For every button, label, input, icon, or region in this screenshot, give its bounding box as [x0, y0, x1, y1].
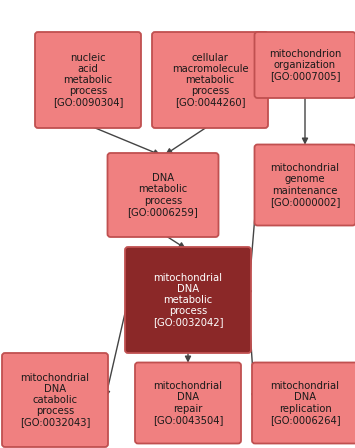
Text: DNA
metabolic
process
[GO:0006259]: DNA metabolic process [GO:0006259]	[128, 173, 198, 217]
Text: mitochondrial
DNA
catabolic
process
[GO:0032043]: mitochondrial DNA catabolic process [GO:…	[20, 373, 90, 427]
FancyBboxPatch shape	[135, 362, 241, 444]
FancyBboxPatch shape	[108, 153, 218, 237]
FancyBboxPatch shape	[255, 145, 355, 225]
Text: mitochondrial
DNA
replication
[GO:0006264]: mitochondrial DNA replication [GO:000626…	[270, 381, 340, 425]
FancyBboxPatch shape	[125, 247, 251, 353]
Text: mitochondrion
organization
[GO:0007005]: mitochondrion organization [GO:0007005]	[269, 49, 341, 81]
Text: mitochondrial
DNA
metabolic
process
[GO:0032042]: mitochondrial DNA metabolic process [GO:…	[153, 272, 223, 327]
Text: cellular
macromolecule
metabolic
process
[GO:0044260]: cellular macromolecule metabolic process…	[172, 52, 248, 108]
FancyBboxPatch shape	[252, 362, 355, 444]
Text: mitochondrial
genome
maintenance
[GO:0000002]: mitochondrial genome maintenance [GO:000…	[270, 163, 340, 207]
FancyBboxPatch shape	[152, 32, 268, 128]
FancyBboxPatch shape	[35, 32, 141, 128]
FancyBboxPatch shape	[255, 32, 355, 98]
Text: mitochondrial
DNA
repair
[GO:0043504]: mitochondrial DNA repair [GO:0043504]	[153, 381, 223, 425]
FancyBboxPatch shape	[2, 353, 108, 447]
Text: nucleic
acid
metabolic
process
[GO:0090304]: nucleic acid metabolic process [GO:00903…	[53, 52, 123, 108]
